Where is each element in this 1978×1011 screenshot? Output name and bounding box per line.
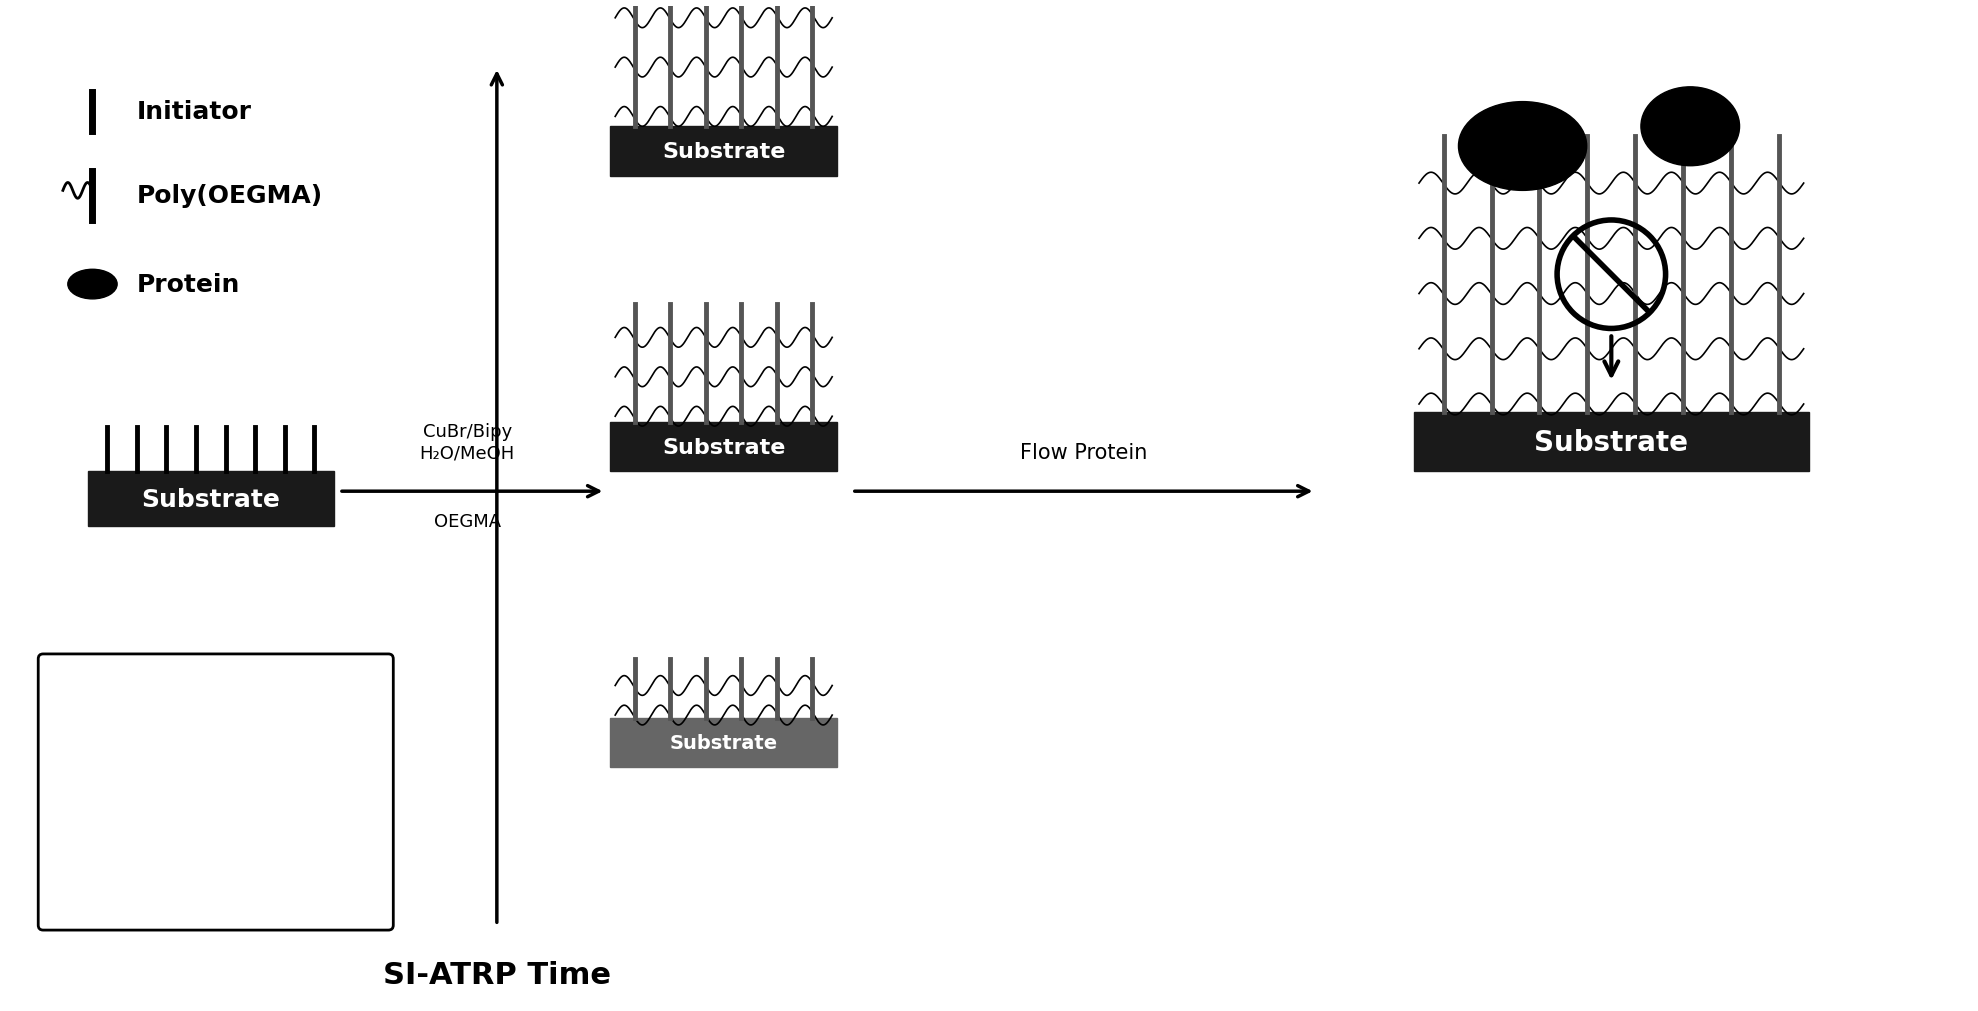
Text: Protein: Protein [136, 273, 239, 297]
Text: Flow Protein: Flow Protein [1021, 442, 1147, 462]
Text: Substrate: Substrate [663, 142, 785, 162]
Bar [1414, 412, 1808, 472]
Text: SI-ATRP Time: SI-ATRP Time [384, 960, 611, 989]
Text: Cl—Si: Cl—Si [77, 777, 136, 798]
Text: CuBr/Bipy
H₂O/MeOH: CuBr/Bipy H₂O/MeOH [419, 423, 514, 462]
Text: Substrate: Substrate [663, 438, 785, 457]
Bar [611, 127, 837, 176]
FancyBboxPatch shape [38, 654, 394, 930]
Text: Substrate: Substrate [671, 733, 777, 752]
Text: Initiator: Initiator [136, 100, 251, 124]
Ellipse shape [1642, 88, 1739, 167]
Bar [611, 423, 837, 472]
Text: Cl: Cl [146, 836, 166, 856]
Text: $\mathregular{CH_3}$: $\mathregular{CH_3}$ [338, 810, 370, 830]
Text: O: O [281, 774, 299, 795]
Text: Substrate: Substrate [140, 487, 281, 512]
Text: Br: Br [370, 774, 394, 795]
Text: C: C [346, 774, 362, 795]
Text: Poly(OEGMA): Poly(OEGMA) [136, 184, 322, 208]
Ellipse shape [67, 270, 117, 299]
Text: C: C [313, 777, 326, 798]
Text: O: O [336, 743, 352, 763]
Text: OEGMA: OEGMA [433, 513, 500, 530]
Text: Substrate: Substrate [1535, 429, 1689, 456]
Bar [611, 719, 837, 767]
Ellipse shape [1458, 102, 1586, 191]
Bar [87, 472, 334, 526]
Text: $\mathregular{(CH_2)_{11}}$: $\mathregular{(CH_2)_{11}}$ [186, 773, 257, 796]
Text: Cl: Cl [146, 718, 166, 738]
Text: $\mathregular{CH_3}$: $\mathregular{CH_3}$ [338, 833, 370, 853]
